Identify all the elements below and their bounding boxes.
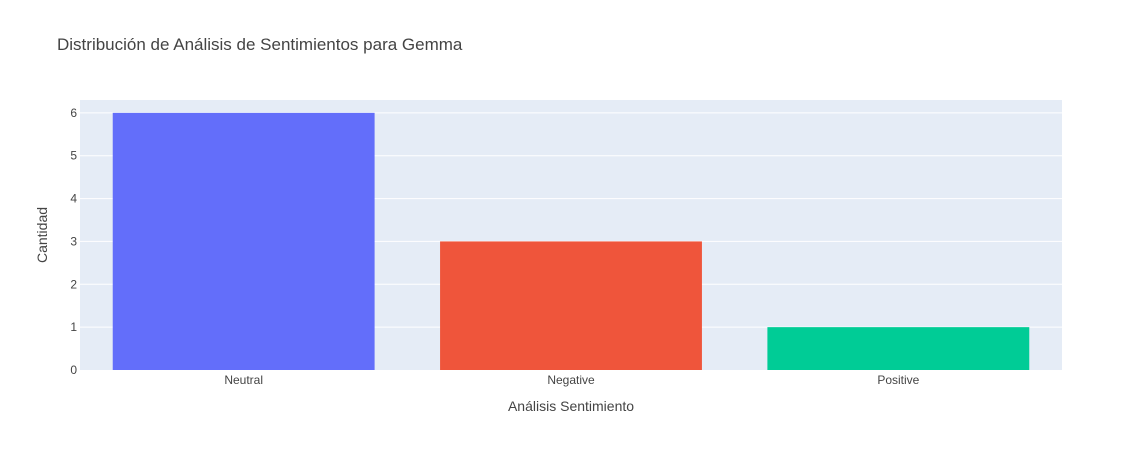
y-tick-label: 2 bbox=[70, 277, 77, 291]
y-tick-label: 5 bbox=[70, 149, 77, 163]
x-axis-title: Análisis Sentimiento bbox=[508, 398, 634, 414]
x-tick-label-negative: Negative bbox=[547, 373, 595, 387]
y-axis-title: Cantidad bbox=[34, 207, 50, 263]
y-tick-label: 0 bbox=[70, 363, 77, 377]
bar-positive[interactable] bbox=[767, 327, 1030, 370]
bars bbox=[112, 112, 1030, 370]
y-tick-label: 4 bbox=[70, 192, 77, 206]
bar-neutral[interactable] bbox=[112, 112, 375, 370]
y-axis-ticks: 0 1 2 3 4 5 6 bbox=[70, 106, 77, 377]
chart-title: Distribución de Análisis de Sentimientos… bbox=[57, 35, 463, 54]
y-tick-label: 6 bbox=[70, 106, 77, 120]
y-tick-label: 1 bbox=[70, 320, 77, 334]
x-axis-ticks: Neutral Negative Positive bbox=[224, 373, 919, 387]
bar-negative[interactable] bbox=[440, 241, 702, 370]
x-tick-label-neutral: Neutral bbox=[224, 373, 263, 387]
x-tick-label-positive: Positive bbox=[877, 373, 919, 387]
y-tick-label: 3 bbox=[70, 234, 77, 248]
